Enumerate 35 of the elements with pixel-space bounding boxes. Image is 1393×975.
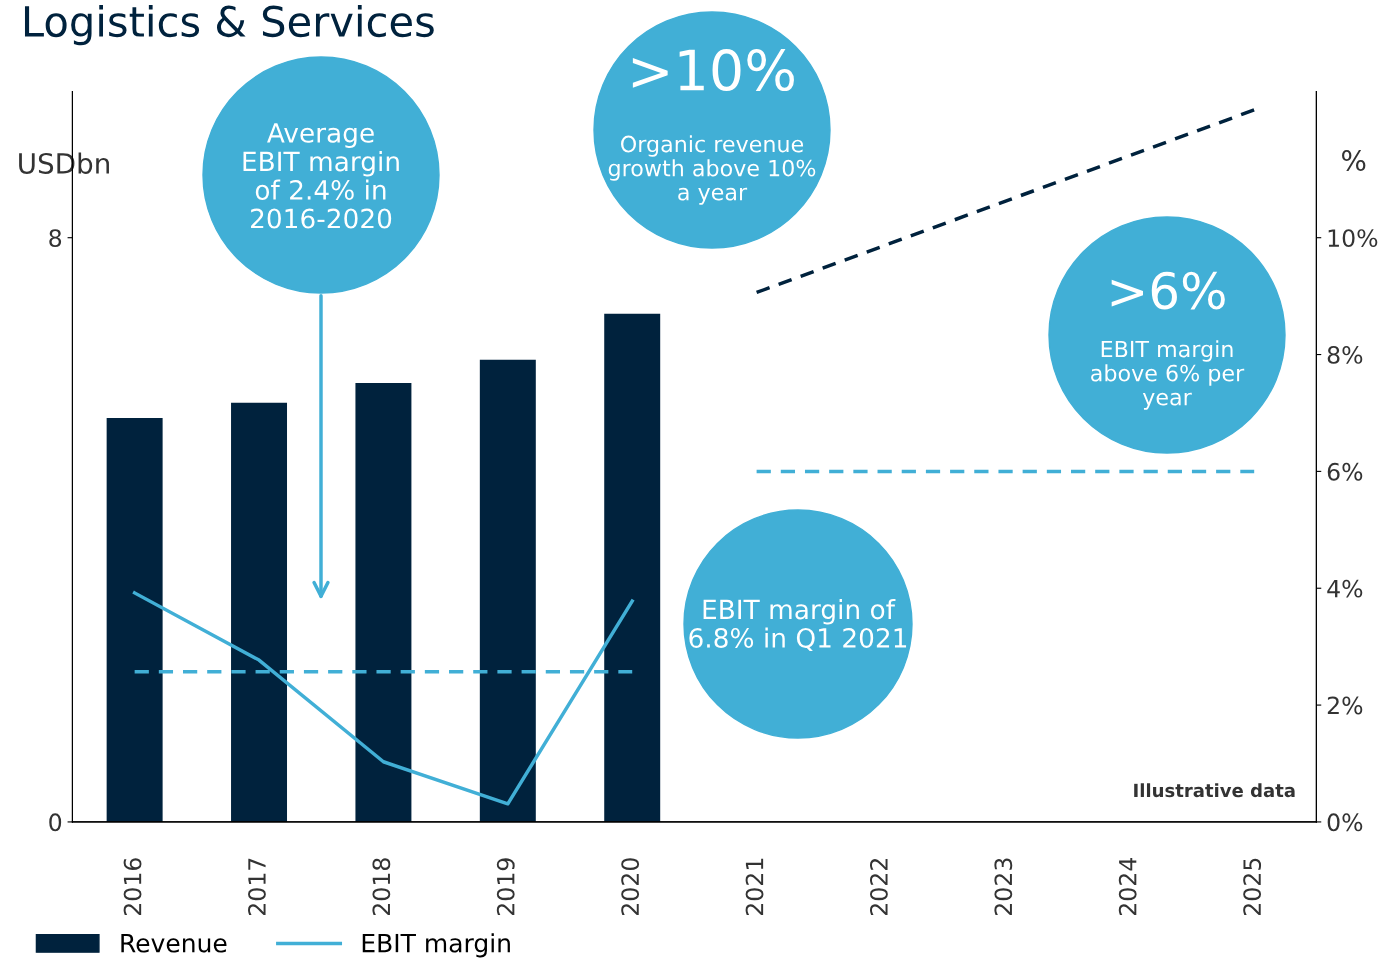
annotation: Illustrative data: [1134, 783, 1295, 798]
annotation: Average EBIT margin of 2.4% in 2016-2020: [243, 123, 399, 229]
text: >10%: [632, 49, 794, 92]
y2-tick-label: 8%: [1327, 346, 1363, 364]
y2-tick-label: 4%: [1327, 579, 1363, 598]
x-tick-label: 2022: [869, 859, 888, 916]
y-tick-label: 0: [49, 813, 62, 832]
x-tick-label: 2018: [372, 858, 391, 916]
bar: [106, 418, 163, 822]
y2-tick-label: 6%: [1327, 462, 1363, 481]
bar: [355, 383, 412, 822]
legend-label: Revenue: [121, 933, 227, 953]
bar: [231, 402, 288, 822]
x-tick-label: 2023: [994, 858, 1013, 916]
y2-tick-label: 0%: [1327, 813, 1363, 832]
bar: [604, 313, 661, 822]
x-tick-label: 2021: [745, 858, 764, 916]
x-tick-label: 2025: [1243, 858, 1262, 916]
line-series: [132, 591, 634, 806]
annotation: Organic revenue growth above 10% a year: [608, 135, 816, 205]
x-tick-label: 2017: [248, 858, 266, 916]
annotation: EBIT margin above 6% per year: [1091, 340, 1245, 410]
y2-tick-label: 2%: [1327, 696, 1363, 715]
y2-tick-label: 10%: [1328, 229, 1378, 248]
bar: [479, 359, 536, 822]
x-tick-label: 2020: [621, 858, 640, 916]
x-tick-label: 2016: [123, 858, 142, 916]
chart-title: Logistics & Services: [24, 4, 434, 46]
x-tick-label: 2019: [496, 858, 515, 916]
y2-axis-title: %: [1342, 149, 1366, 171]
annotation: >6%: [1111, 271, 1225, 310]
y-tick-label: 8: [49, 229, 62, 248]
legend-label: EBIT margin: [362, 933, 510, 958]
annotation: EBIT margin of 6.8% in Q1 2021: [689, 598, 907, 651]
x-tick-label: 2024: [1118, 857, 1137, 916]
